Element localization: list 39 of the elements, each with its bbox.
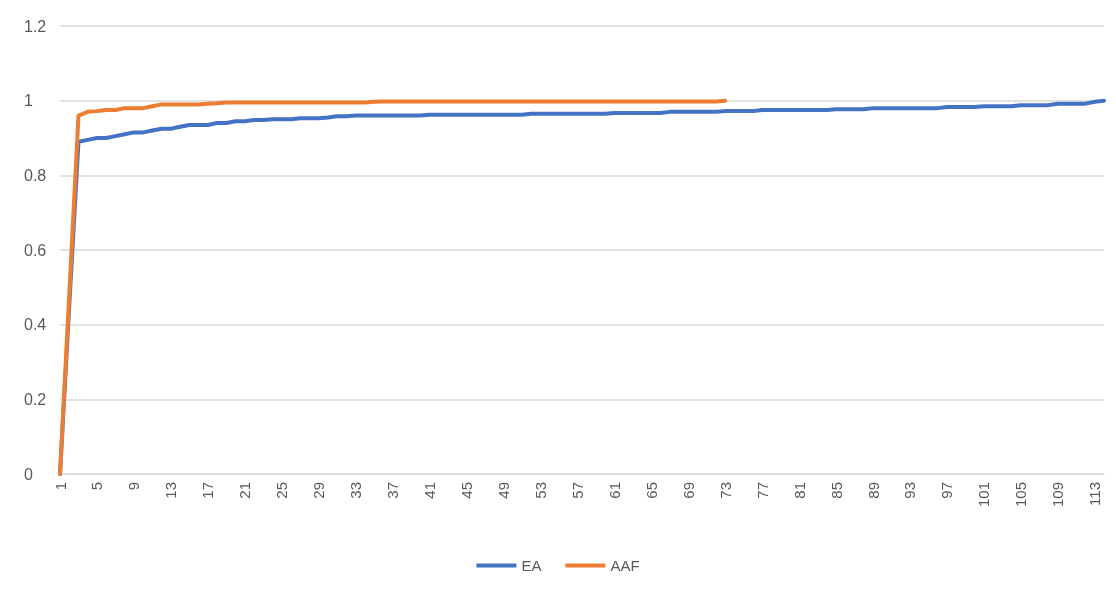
- x-tick-label: 105: [1012, 482, 1030, 508]
- x-tick-label: 97: [938, 482, 956, 499]
- x-tick-label: 49: [494, 482, 512, 499]
- x-tick-label: 77: [753, 482, 771, 499]
- y-tick-label: 1.2: [24, 17, 47, 35]
- x-tick-label: 53: [531, 482, 549, 499]
- x-tick-label: 89: [864, 482, 882, 499]
- x-tick-label: 57: [568, 482, 586, 499]
- x-tick-label: 93: [901, 482, 919, 499]
- x-tick-label: 61: [605, 482, 623, 499]
- x-tick-label: 69: [679, 482, 697, 499]
- x-tick-label: 65: [642, 482, 660, 499]
- x-tick-label: 25: [273, 482, 291, 499]
- x-tick-label: 17: [199, 482, 217, 499]
- line-series: [58, 98, 728, 476]
- y-tick-label: 0.6: [24, 241, 47, 259]
- x-tick-label: 73: [716, 482, 734, 499]
- x-tick-label: 41: [421, 482, 439, 499]
- legend-label: AAF: [610, 557, 640, 574]
- x-tick-label: 9: [125, 482, 143, 491]
- legend-label: EA: [521, 557, 542, 574]
- x-tick-label: 85: [827, 482, 845, 499]
- x-tick-label: 33: [347, 482, 365, 499]
- x-tick-label: 13: [162, 482, 180, 499]
- x-tick-label: 81: [790, 482, 808, 499]
- x-tick-label: 5: [88, 482, 106, 491]
- y-tick-label: 1: [24, 92, 33, 110]
- y-tick-label: 0: [24, 465, 33, 483]
- x-tick-label: 45: [458, 482, 476, 499]
- y-tick-label: 0.4: [24, 316, 47, 334]
- x-tick-label: 29: [310, 482, 328, 499]
- x-tick-label: 37: [384, 482, 402, 499]
- x-tick-label: 21: [236, 482, 254, 499]
- x-tick-label: 101: [975, 482, 993, 508]
- x-tick-label: 109: [1049, 482, 1067, 508]
- x-tick-label: 1: [51, 482, 69, 491]
- y-tick-label: 0.2: [24, 390, 47, 408]
- x-tick-label: 113: [1086, 482, 1104, 506]
- y-tick-label: 0.8: [24, 166, 47, 184]
